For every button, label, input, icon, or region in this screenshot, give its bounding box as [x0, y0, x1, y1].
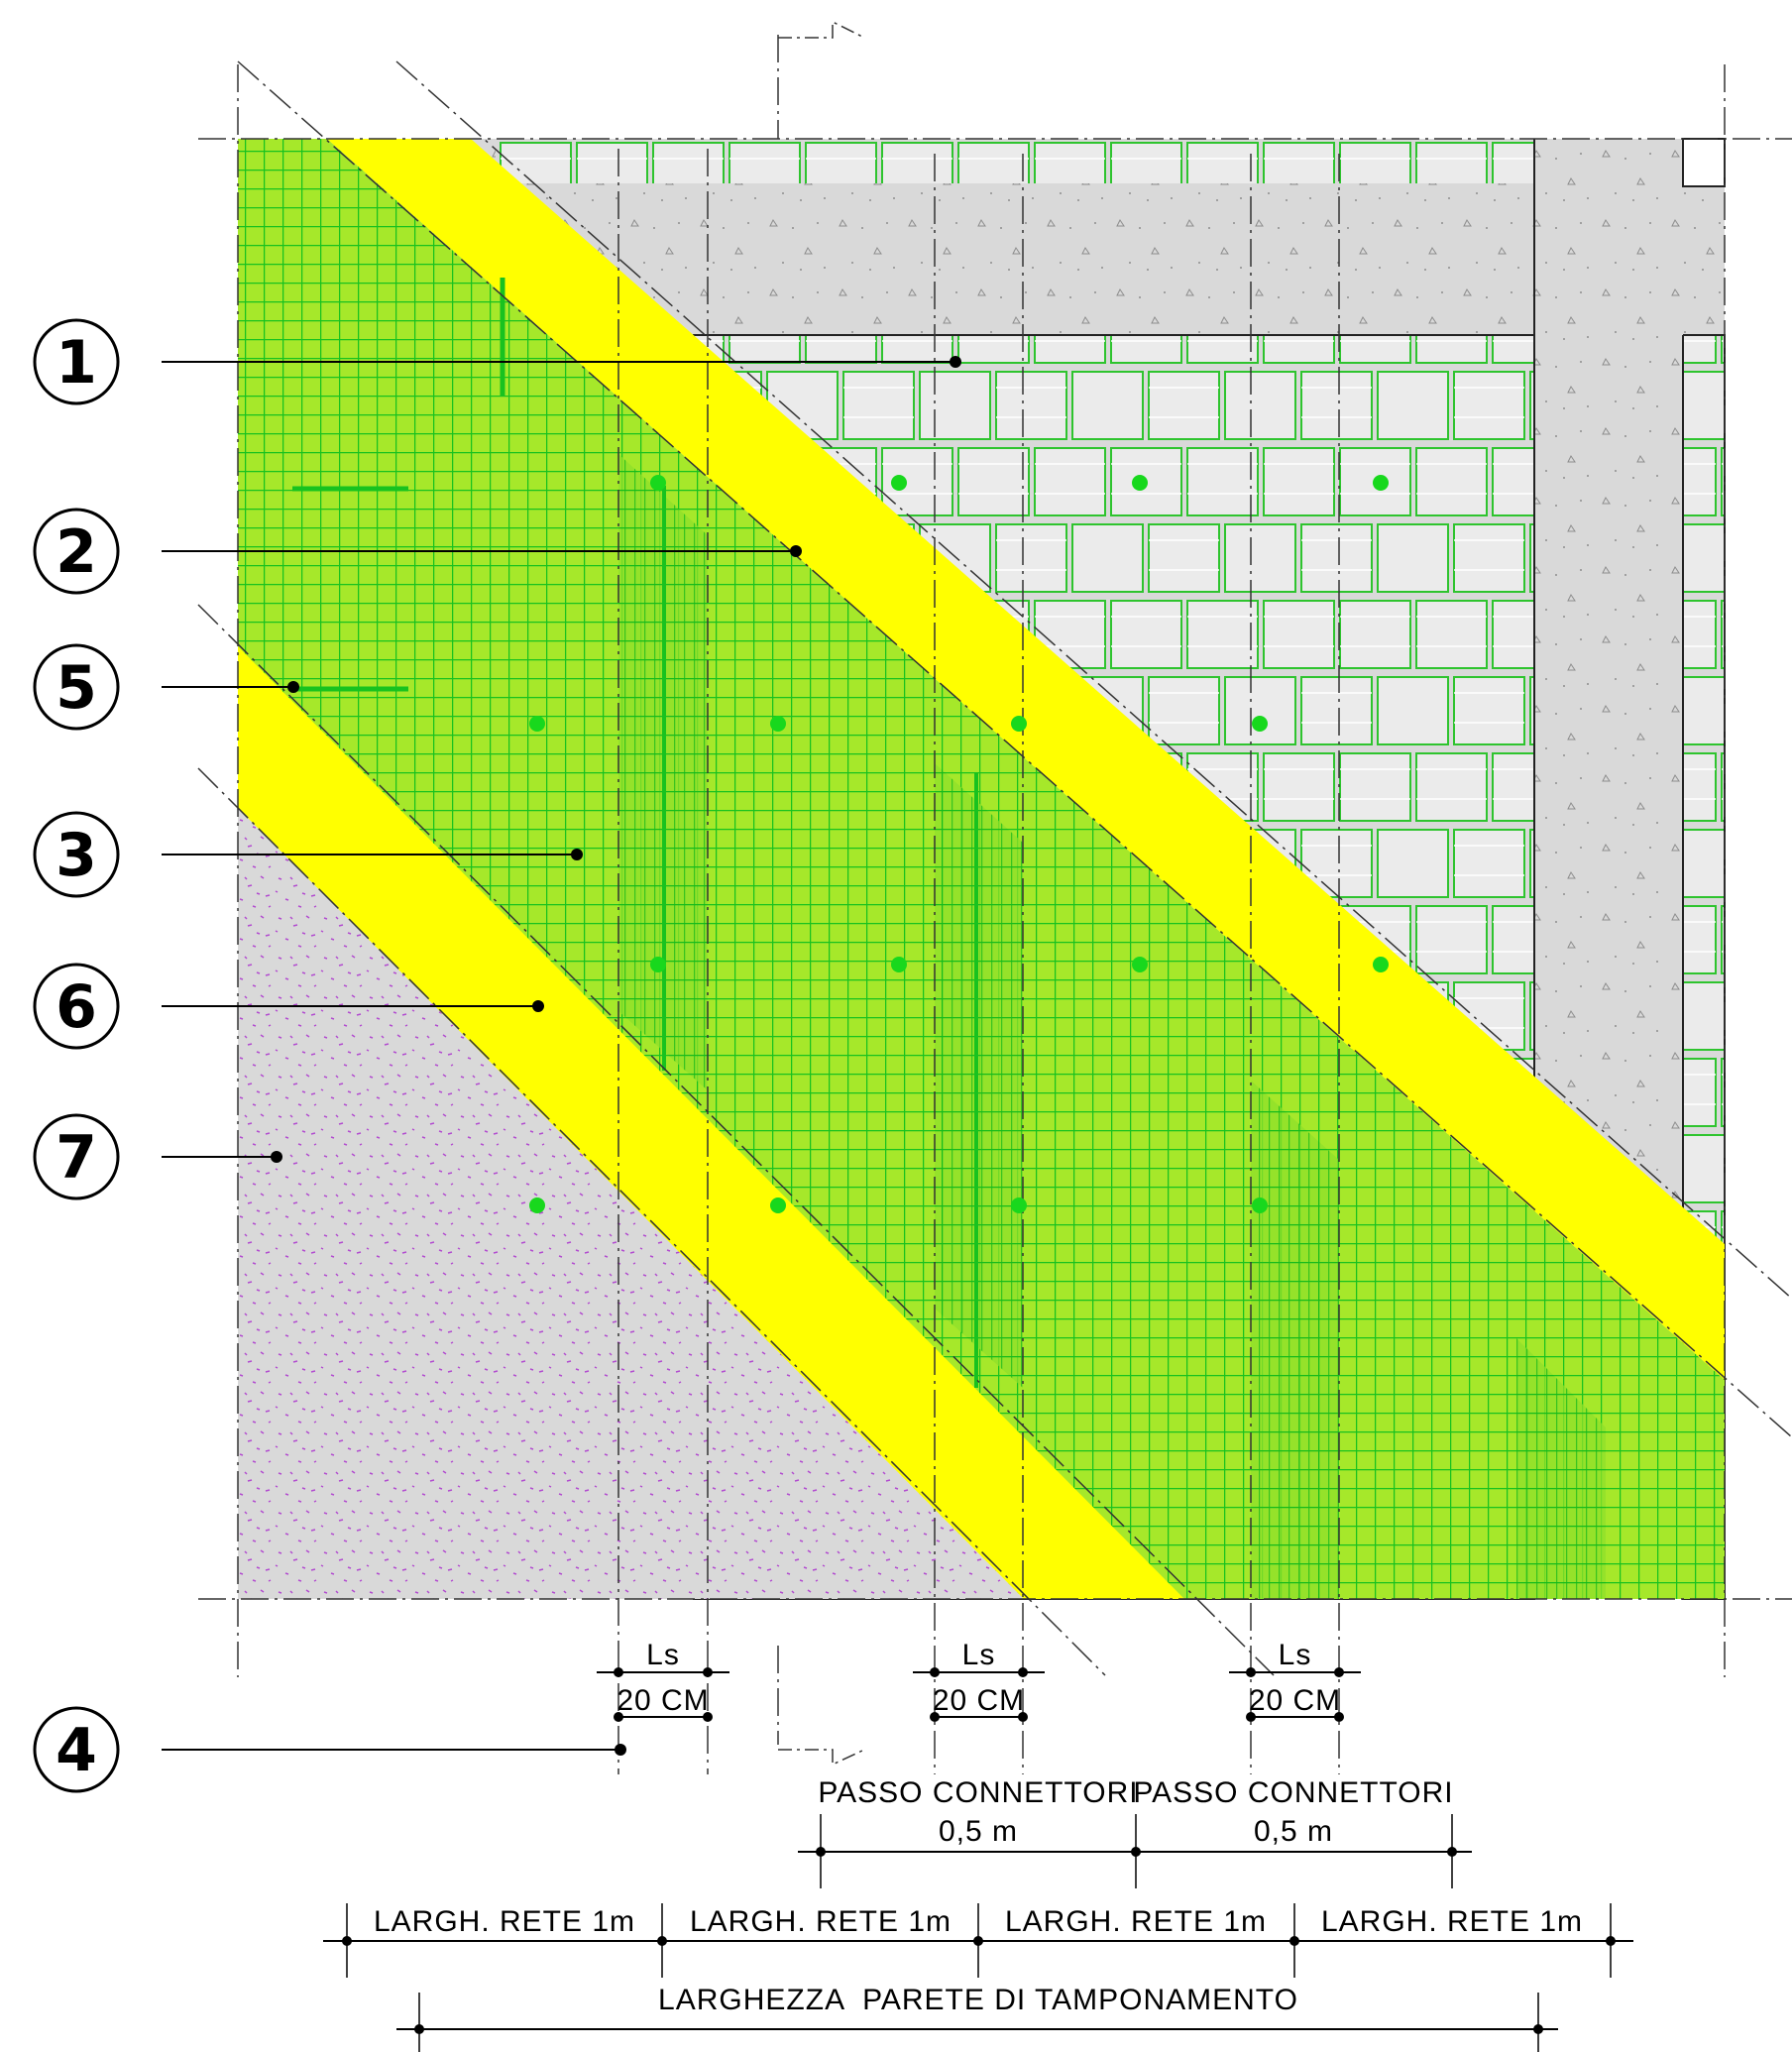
leader-dot [287, 681, 299, 693]
leader-dot [790, 545, 802, 557]
connector-spacing-dimension: PASSO CONNETTORI 0,5 m PASSO CONNETTORI … [798, 1776, 1472, 1888]
mesh-width-label-2: LARGH. RETE 1m [690, 1905, 952, 1938]
dim-dot [930, 1667, 940, 1677]
callout-number: 5 [56, 653, 97, 723]
callout-circle [33, 318, 120, 405]
callout-circle [33, 811, 120, 898]
dim-dot [614, 1712, 623, 1722]
mesh-width-label-1: LARGH. RETE 1m [374, 1905, 635, 1938]
mesh-overlaps [618, 454, 1606, 1599]
dim-dot [1334, 1712, 1344, 1722]
ls-value: 20 CM [1249, 1684, 1341, 1717]
connector-dot [891, 475, 907, 491]
dim-dot [703, 1667, 713, 1677]
connector-dot [650, 475, 666, 491]
ls-value: 20 CM [616, 1684, 709, 1717]
leader-dot [615, 1744, 626, 1756]
dim-dot [1018, 1667, 1028, 1677]
callout-number: 2 [56, 517, 97, 587]
connector-dot [1252, 1197, 1268, 1213]
callout-number: 6 [56, 972, 97, 1042]
yellow-band-lower [238, 646, 1184, 1599]
mesh-width-label-3: LARGH. RETE 1m [1005, 1905, 1267, 1938]
dim-dot [1246, 1667, 1256, 1677]
callout-circle [33, 963, 120, 1050]
ls-symbol: Ls [646, 1639, 680, 1671]
callout-circle [33, 1706, 120, 1793]
callout-circle [33, 643, 120, 731]
ls-dimension-blocks: Ls 20 CM Ls 20 CM Ls 20 CM [597, 1639, 1361, 1722]
leader-dot [271, 1151, 282, 1163]
corner-void [1682, 138, 1726, 187]
connector-spacing-value-2: 0,5 m [1254, 1815, 1333, 1848]
callout-circle [33, 1113, 120, 1200]
leader-dot [571, 849, 583, 860]
callout-number: 1 [56, 328, 97, 398]
leader-dot [532, 1000, 544, 1012]
overall-width-label: LARGHEZZA PARETE DI TAMPONAMENTO [658, 1984, 1298, 2016]
dim-dot [1334, 1667, 1344, 1677]
connector-spacing-title-1: PASSO CONNETTORI [818, 1776, 1138, 1809]
construction-lines [197, 35, 1792, 1774]
callout-number: 4 [56, 1716, 97, 1785]
dim-dot [1246, 1712, 1256, 1722]
connector-dot [770, 1197, 786, 1213]
connector-dot [1373, 475, 1389, 491]
connector-dot [770, 716, 786, 732]
connector-dot [529, 716, 545, 732]
mesh-width-dimension: LARGH. RETE 1m LARGH. RETE 1m LARGH. RET… [323, 1903, 1633, 1978]
callout-number: 7 [56, 1123, 97, 1193]
dim-dot [1018, 1712, 1028, 1722]
leader-dot [950, 356, 961, 368]
dim-dot [930, 1712, 940, 1722]
overall-width-dimension: LARGHEZZA PARETE DI TAMPONAMENTO [396, 1984, 1558, 2052]
yellow-band-upper [327, 139, 1725, 1380]
connector-dot [1011, 716, 1027, 732]
callout-circle [33, 508, 120, 595]
mesh-width-label-4: LARGH. RETE 1m [1321, 1905, 1583, 1938]
connector-dot [529, 1197, 545, 1213]
connector-dot [1252, 716, 1268, 732]
connector-dot [1373, 957, 1389, 972]
connectors [529, 475, 1389, 1213]
connector-spacing-value-1: 0,5 m [939, 1815, 1018, 1848]
ls-symbol: Ls [962, 1639, 996, 1671]
section-marks [778, 20, 865, 1767]
connector-dot [1011, 1197, 1027, 1213]
connector-dot [650, 957, 666, 972]
callouts: 1 2 5 3 6 7 4 [33, 318, 961, 1793]
callout-number: 3 [56, 821, 97, 890]
dim-dot [703, 1712, 713, 1722]
brick-top-course [496, 139, 1534, 183]
dim-dot [614, 1667, 623, 1677]
connector-dot [891, 957, 907, 972]
wall-layers [238, 138, 1726, 1600]
connector-dot [1132, 957, 1148, 972]
ls-value: 20 CM [933, 1684, 1025, 1717]
connector-dot [1132, 475, 1148, 491]
connector-spacing-title-2: PASSO CONNETTORI [1133, 1776, 1453, 1809]
ls-symbol: Ls [1279, 1639, 1312, 1671]
